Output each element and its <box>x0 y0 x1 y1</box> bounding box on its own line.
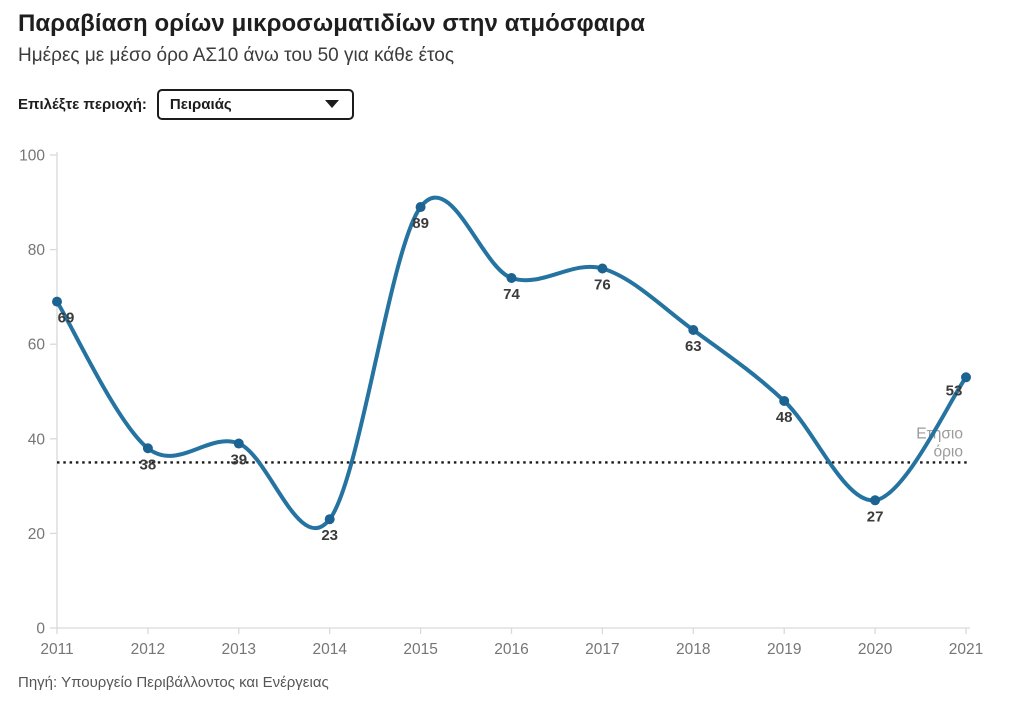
svg-text:27: 27 <box>867 508 884 525</box>
svg-text:2011: 2011 <box>40 641 73 658</box>
svg-text:23: 23 <box>321 527 338 544</box>
svg-text:89: 89 <box>412 215 429 232</box>
svg-text:20: 20 <box>28 526 46 543</box>
svg-text:74: 74 <box>503 286 520 303</box>
svg-text:2013: 2013 <box>222 641 256 658</box>
svg-text:38: 38 <box>140 456 157 473</box>
svg-text:2015: 2015 <box>403 641 437 658</box>
region-select-value: Πειραιάς <box>169 95 232 113</box>
svg-text:2014: 2014 <box>312 641 347 658</box>
page-subtitle: Ημέρες με μέσο όρο ΑΣ10 άνω του 50 για κ… <box>18 45 455 66</box>
svg-text:100: 100 <box>19 148 45 165</box>
svg-text:80: 80 <box>28 242 46 259</box>
page-title: Παραβίαση ορίων μικροσωματιδίων στην ατμ… <box>18 10 646 37</box>
source-note: Πηγή: Υπουργείο Περιβάλλοντος και Ενέργε… <box>18 674 329 691</box>
region-select-label: Επιλέξτε περιοχή: <box>18 95 147 113</box>
svg-text:όριο: όριο <box>933 443 963 460</box>
caret-down-icon <box>324 100 339 108</box>
svg-text:2018: 2018 <box>676 641 710 658</box>
svg-text:40: 40 <box>28 431 46 448</box>
svg-text:2012: 2012 <box>131 641 165 658</box>
svg-text:69: 69 <box>58 310 75 327</box>
svg-text:53: 53 <box>946 382 963 399</box>
svg-text:48: 48 <box>776 409 793 426</box>
svg-text:76: 76 <box>594 277 611 294</box>
svg-text:2020: 2020 <box>858 641 893 658</box>
svg-text:2017: 2017 <box>585 641 619 658</box>
svg-text:63: 63 <box>685 338 702 355</box>
svg-text:Ετήσιο: Ετήσιο <box>916 425 963 442</box>
region-selector-row: Επιλέξτε περιοχή: Πειραιάς <box>18 88 354 120</box>
svg-text:39: 39 <box>230 452 247 469</box>
svg-text:60: 60 <box>28 337 46 354</box>
svg-text:2019: 2019 <box>767 641 801 658</box>
svg-text:0: 0 <box>36 621 45 638</box>
region-select[interactable]: Πειραιάς <box>156 88 354 120</box>
svg-text:2021: 2021 <box>949 641 983 658</box>
svg-text:2016: 2016 <box>494 641 528 658</box>
